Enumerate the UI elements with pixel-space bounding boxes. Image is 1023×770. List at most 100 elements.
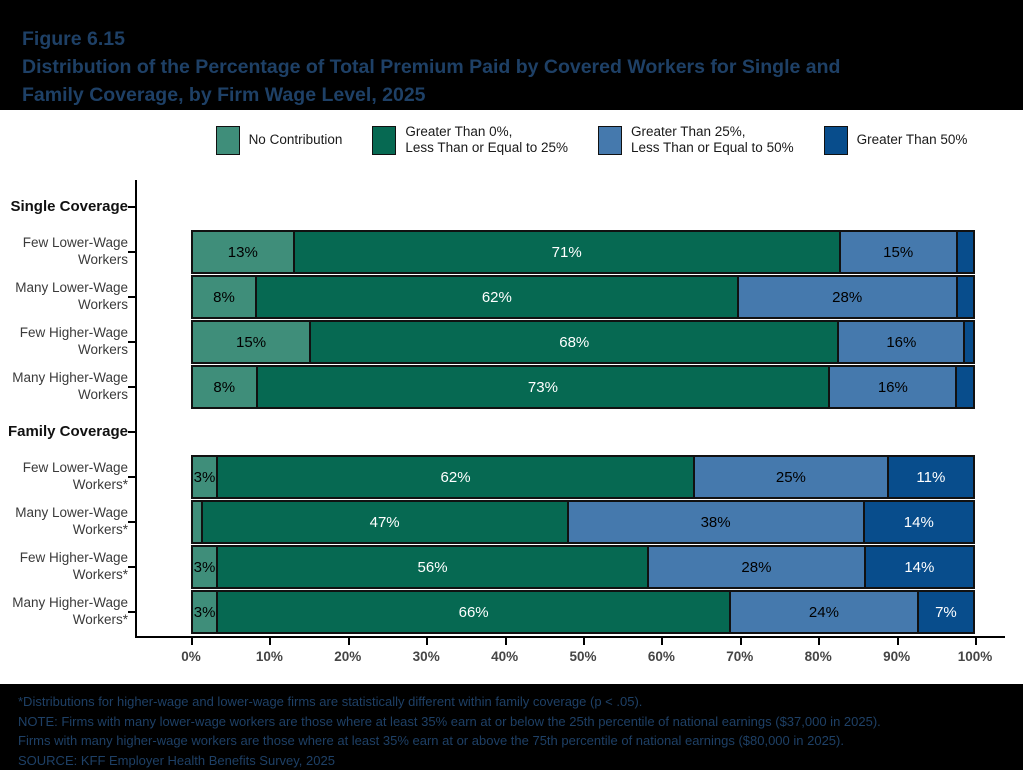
- figure-title-line1: Distribution of the Percentage of Total …: [22, 56, 841, 78]
- x-axis-tick-label: 0%: [181, 649, 201, 664]
- bar-segment: 24%: [731, 592, 919, 632]
- segment-value-label: 15%: [236, 333, 267, 351]
- y-axis-tick: [128, 386, 136, 388]
- bar-segment: 15%: [193, 322, 312, 362]
- x-axis-tick-label: 100%: [957, 649, 993, 664]
- legend-swatch-2: [597, 125, 622, 155]
- x-axis-tick: [818, 638, 821, 645]
- y-axis-tick: [128, 566, 136, 568]
- bar-segment: 16%: [830, 367, 958, 407]
- segment-value-label: 73%: [527, 378, 558, 396]
- x-axis-tick-label: 10%: [255, 649, 283, 664]
- legend-item-2: Greater Than 25%, Less Than or Equal to …: [597, 124, 794, 156]
- bar-segment: 62%: [256, 277, 739, 317]
- bar-segment: 38%: [568, 502, 865, 542]
- bar-segment: [965, 322, 973, 362]
- segment-value-label: 14%: [903, 513, 934, 531]
- figure-number: Figure 6.15: [22, 28, 125, 50]
- category-label: Few Lower-Wage Workers*: [22, 460, 128, 492]
- category-label: Few Higher-Wage Workers*: [19, 550, 128, 582]
- bar-segment: 16%: [839, 322, 966, 362]
- x-axis-tick-label: 60%: [647, 649, 675, 664]
- segment-value-label: 15%: [883, 243, 914, 261]
- stacked-bar: 47% 38% 14%: [191, 500, 975, 544]
- legend-label-2: Greater Than 25%, Less Than or Equal to …: [630, 124, 794, 155]
- segment-value-label: 28%: [832, 288, 863, 306]
- y-axis-tick: [128, 206, 136, 208]
- bar-segment: 3%: [193, 457, 218, 497]
- bar-segment: 14%: [865, 547, 973, 587]
- y-axis-tick: [128, 476, 136, 478]
- x-axis-tick: [896, 638, 899, 645]
- x-axis-tick-label: 80%: [804, 649, 832, 664]
- segment-value-label: 24%: [808, 603, 839, 621]
- x-axis-tick: [191, 638, 193, 645]
- x-axis-tick-label: 70%: [726, 649, 754, 664]
- bar-segment: 3%: [193, 547, 218, 587]
- x-axis-tick-label: 50%: [569, 649, 597, 664]
- bar-segment: [957, 367, 974, 407]
- chart-panel: No Contribution Greater Than 0%, Less Tha…: [0, 110, 1023, 684]
- bar-segment: 25%: [695, 457, 889, 497]
- figure-header: Figure 6.15 Distribution of the Percenta…: [0, 0, 1023, 110]
- bar-segment: 71%: [294, 232, 841, 272]
- bar-segment: 56%: [217, 547, 650, 587]
- segment-value-label: 14%: [904, 558, 935, 576]
- segment-value-label: 8%: [213, 288, 235, 306]
- x-axis-tick: [426, 638, 429, 645]
- y-axis-tick: [128, 611, 136, 613]
- legend-swatch-3: [823, 125, 848, 155]
- segment-value-label: 7%: [935, 603, 957, 621]
- footnote-source: SOURCE: KFF Employer Health Benefits Sur…: [18, 752, 335, 768]
- bar-segment: 7%: [918, 592, 974, 632]
- x-axis-tick: [583, 638, 585, 645]
- category-label: Many Higher-Wage Workers*: [12, 595, 128, 627]
- category-label: Many Lower-Wage Workers*: [15, 505, 128, 537]
- x-axis-tick: [504, 638, 507, 645]
- segment-value-label: 16%: [877, 378, 908, 396]
- stacked-bar: 13% 71% 15%: [191, 230, 975, 274]
- segment-value-label: 47%: [369, 513, 400, 531]
- x-axis-tick-label: 40%: [491, 649, 519, 664]
- legend: No Contribution Greater Than 0%, Less Tha…: [0, 124, 1023, 156]
- plot-area: Single Coverage Few Lower-Wage Workers 13%…: [0, 180, 1023, 690]
- segment-value-label: 3%: [193, 468, 216, 486]
- segment-value-label: 13%: [227, 243, 258, 261]
- x-axis-tick: [661, 638, 664, 645]
- bar-segment: 28%: [649, 547, 866, 587]
- group-label: Family Coverage: [7, 423, 128, 440]
- axis-frame: [135, 180, 1005, 638]
- x-axis-tick-label: 90%: [883, 649, 911, 664]
- bar-segment: 11%: [888, 457, 973, 497]
- legend-item-1: Greater Than 0%, Less Than or Equal to 2…: [372, 124, 568, 156]
- bar-segment: 28%: [738, 277, 958, 317]
- segment-value-label: 8%: [213, 378, 236, 396]
- segment-value-label: 66%: [458, 603, 489, 621]
- segment-value-label: 25%: [775, 468, 806, 486]
- legend-swatch-1: [372, 125, 397, 155]
- footnote-note-line1: NOTE: Firms with many lower-wage workers…: [18, 713, 881, 729]
- figure-title-line2: Family Coverage, by Firm Wage Level, 202…: [22, 84, 426, 106]
- y-axis-tick: [128, 251, 136, 253]
- group-label: Single Coverage: [10, 198, 128, 215]
- bar-segment: 68%: [311, 322, 840, 362]
- bar-segment: 62%: [217, 457, 696, 497]
- y-axis-tick: [128, 341, 136, 343]
- category-label: Few Lower-Wage Workers: [22, 235, 128, 267]
- segment-value-label: 38%: [700, 513, 731, 531]
- segment-value-label: 28%: [741, 558, 772, 576]
- bar-segment: 3%: [193, 592, 219, 632]
- bar-segment: 66%: [218, 592, 732, 632]
- stacked-bar: 8% 73% 16%: [191, 365, 975, 409]
- category-label: Many Lower-Wage Workers: [15, 280, 128, 312]
- bar-segment: 73%: [257, 367, 831, 407]
- x-axis-tick: [739, 638, 742, 645]
- stacked-bar: 15% 68% 16%: [191, 320, 975, 364]
- bar-segment: 13%: [193, 232, 295, 272]
- category-label: Many Higher-Wage Workers: [12, 370, 128, 402]
- stacked-bar: 3% 66% 24% 7%: [191, 590, 975, 634]
- segment-value-label: 68%: [559, 333, 590, 351]
- bar-segment: [957, 277, 973, 317]
- segment-value-label: 3%: [193, 603, 216, 621]
- x-axis-tick: [269, 638, 272, 645]
